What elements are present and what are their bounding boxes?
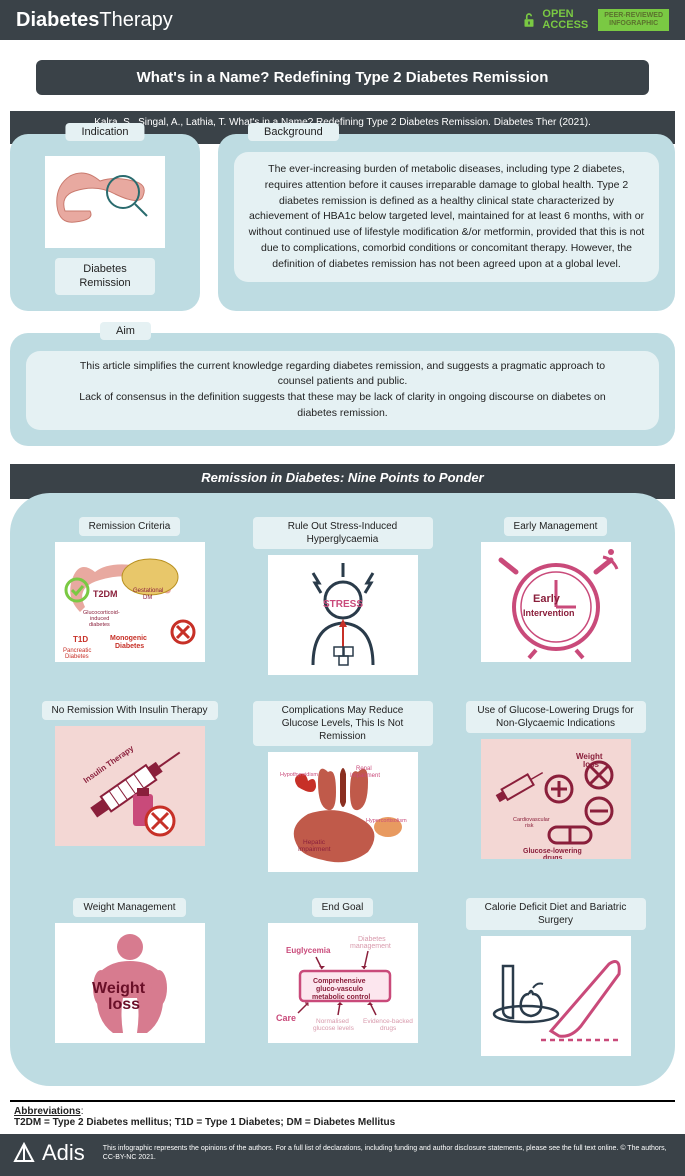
indication-label: Diabetes Remission (55, 258, 155, 295)
indication-panel: Indication Diabetes Remission (10, 134, 200, 311)
end-goal-icon: Comprehensive gluco-vasculo metabolic co… (268, 923, 418, 1043)
svg-text:Weight: Weight (92, 980, 146, 997)
svg-text:metabolic control: metabolic control (312, 994, 370, 1001)
drugs-icon: Weight loss Cardiovascular risk Glucose-… (481, 739, 631, 859)
indication-tag: Indication (65, 123, 144, 141)
svg-text:Comprehensive: Comprehensive (313, 978, 366, 985)
svg-text:Hypercortisolism: Hypercortisolism (366, 818, 407, 824)
svg-text:glucose levels: glucose levels (313, 1025, 355, 1032)
svg-text:STRESS: STRESS (323, 599, 363, 610)
abbrev-heading: Abbreviations (14, 1106, 81, 1117)
nine-grid: Remission Criteria T2DM Gestational DM G… (32, 517, 653, 1056)
top-right: OPEN ACCESS PEER-REVIEWED INFOGRAPHIC (520, 9, 669, 32)
adis-triangle-icon (12, 1141, 36, 1165)
pr-line1: PEER-REVIEWED (604, 12, 663, 20)
oa-line2: ACCESS (542, 20, 588, 31)
svg-text:loss: loss (583, 760, 600, 769)
background-tag: Background (248, 123, 339, 141)
svg-text:risk: risk (525, 823, 534, 829)
svg-text:Intervention: Intervention (523, 608, 575, 618)
cell-calorie: Calorie Deficit Diet and Bariatric Surge… (458, 898, 653, 1056)
publisher-name: Adis (42, 1140, 85, 1166)
svg-text:Impairment: Impairment (298, 846, 331, 853)
footer: Adis This infographic represents the opi… (0, 1134, 685, 1176)
svg-text:Normalised: Normalised (316, 1018, 349, 1025)
svg-text:management: management (350, 943, 391, 950)
abbrev-text: T2DM = Type 2 Diabetes mellitus; T1D = T… (14, 1117, 395, 1128)
aim-panel: Aim This article simplifies the current … (10, 333, 675, 446)
svg-text:drugs: drugs (380, 1025, 397, 1032)
journal-bold: Diabetes (16, 9, 99, 31)
diet-surgery-icon (481, 936, 631, 1056)
svg-text:gluco-vasculo: gluco-vasculo (316, 986, 363, 993)
svg-text:T1D: T1D (73, 635, 88, 644)
syringe-icon: Insulin Therapy (55, 726, 205, 846)
alarm-clock-icon: Early Intervention (481, 542, 631, 662)
svg-text:diabetes: diabetes (89, 622, 110, 628)
cell-complications: Complications May Reduce Glucose Levels,… (245, 701, 440, 872)
svg-text:T2DM: T2DM (93, 589, 118, 599)
svg-text:Evidence-backed: Evidence-backed (363, 1018, 413, 1025)
peer-reviewed-badge: PEER-REVIEWED INFOGRAPHIC (598, 9, 669, 32)
svg-text:Gestational: Gestational (133, 588, 163, 594)
cell-tag: Remission Criteria (79, 517, 181, 536)
svg-text:DM: DM (143, 595, 152, 601)
cell-weight: Weight Management Weight loss (32, 898, 227, 1056)
disclaimer: This infographic represents the opinions… (103, 1144, 673, 1162)
cell-end-goal: End Goal Comprehensive gluco-vasculo met… (245, 898, 440, 1056)
top-banner: DiabetesTherapy OPEN ACCESS PEER-REVIEWE… (0, 0, 685, 40)
cell-tag: End Goal (312, 898, 374, 917)
page-title: What's in a Name? Redefining Type 2 Diab… (36, 60, 649, 95)
organs-icon: Renal Impairment Hypothyroidism Hepatic … (268, 752, 418, 872)
background-panel: Background The ever-increasing burden of… (218, 134, 675, 311)
pancreas-icon (45, 156, 165, 248)
open-access-text: OPEN ACCESS (542, 9, 588, 31)
svg-text:Renal: Renal (356, 766, 372, 772)
cell-tag: Early Management (504, 517, 608, 536)
aim-tag: Aim (100, 322, 151, 340)
journal-light: Therapy (99, 9, 172, 31)
weight-icon: Weight loss (55, 923, 205, 1043)
svg-text:Care: Care (276, 1013, 296, 1023)
pr-line2: INFOGRAPHIC (604, 20, 663, 28)
cell-glucose-lowering: Use of Glucose-Lowering Drugs for Non-Gl… (458, 701, 653, 872)
svg-text:drugs: drugs (543, 855, 563, 859)
svg-text:Hepatic: Hepatic (303, 839, 326, 846)
cell-tag: Weight Management (73, 898, 185, 917)
cell-tag: Calorie Deficit Diet and Bariatric Surge… (466, 898, 646, 930)
svg-text:Hypothyroidism: Hypothyroidism (280, 772, 318, 778)
publisher-logo: Adis (12, 1140, 85, 1166)
journal-name: DiabetesTherapy (16, 9, 173, 32)
svg-text:Diabetes: Diabetes (65, 654, 89, 660)
remission-criteria-icon: T2DM Gestational DM Glucocorticoid- indu… (55, 542, 205, 662)
svg-text:Diabetes: Diabetes (115, 643, 144, 650)
svg-text:Monogenic: Monogenic (110, 635, 147, 642)
cell-tag: No Remission With Insulin Therapy (42, 701, 218, 720)
unlock-icon (520, 11, 538, 29)
nine-points-panel: Remission Criteria T2DM Gestational DM G… (10, 493, 675, 1086)
cell-tag: Use of Glucose-Lowering Drugs for Non-Gl… (466, 701, 646, 733)
svg-text:loss: loss (108, 996, 140, 1013)
cell-tag: Rule Out Stress-Induced Hyperglycaemia (253, 517, 433, 549)
open-access-badge: OPEN ACCESS (520, 9, 588, 31)
svg-text:Diabetes: Diabetes (358, 936, 386, 943)
cell-insulin: No Remission With Insulin Therapy (32, 701, 227, 872)
background-text: The ever-increasing burden of metabolic … (234, 152, 659, 282)
cell-stress: Rule Out Stress-Induced Hyperglycaemia S… (245, 517, 440, 675)
svg-text:Glucose-lowering: Glucose-lowering (523, 848, 582, 855)
intro-row: Indication Diabetes Remission Background… (10, 134, 675, 311)
cell-tag: Complications May Reduce Glucose Levels,… (253, 701, 433, 746)
stress-icon: STRESS (268, 555, 418, 675)
svg-text:Early: Early (533, 593, 561, 605)
cell-early-management: Early Management Early Intervention (458, 517, 653, 675)
cell-remission-criteria: Remission Criteria T2DM Gestational DM G… (32, 517, 227, 675)
aim-text: This article simplifies the current know… (26, 351, 659, 430)
svg-text:Impairment: Impairment (350, 773, 380, 779)
abbreviations: Abbreviations: T2DM = Type 2 Diabetes me… (10, 1100, 675, 1134)
svg-text:Euglycemia: Euglycemia (286, 946, 331, 955)
